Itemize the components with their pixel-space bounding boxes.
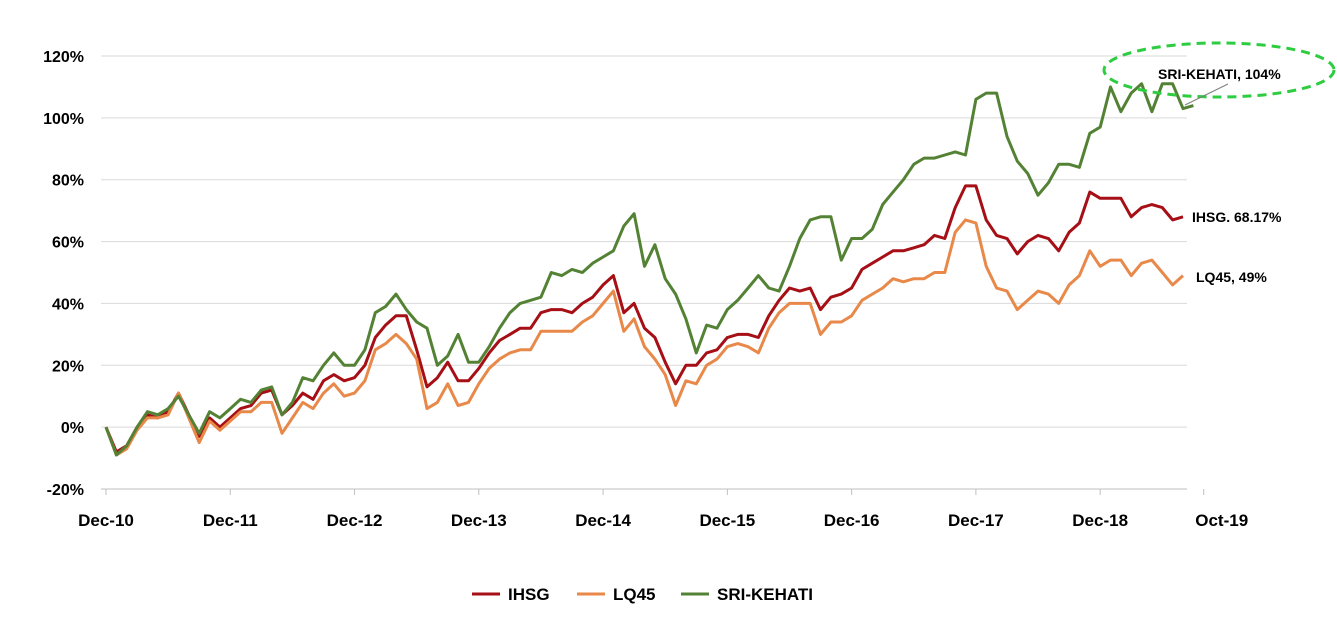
y-tick-label: 20% (52, 358, 84, 375)
y-axis-tick-labels: -20% 0% 20% 40% 60% 80% 100% 120% (43, 49, 84, 499)
legend-label-lq45: LQ45 (613, 585, 656, 604)
series-line-sri-kehati (104, 82, 1194, 457)
x-tick-label: Dec-18 (1072, 511, 1128, 530)
x-axis-tick-labels: Dec-10 Dec-11 Dec-12 Dec-13 Dec-14 Dec-15 Dec-… (78, 489, 1248, 530)
x-tick-label: Dec-14 (575, 511, 631, 530)
series-line-lq45 (104, 218, 1184, 457)
y-tick-label: 80% (52, 173, 84, 190)
sri-kehati-highlight-ellipse (1102, 41, 1336, 99)
series-line-ihsg (104, 184, 1184, 454)
x-tick-label: Dec-16 (824, 511, 880, 530)
gridlines (101, 55, 1187, 428)
x-tick-label: Oct-19 (1195, 511, 1248, 530)
x-tick-label: Dec-17 (948, 511, 1004, 530)
y-tick-label: -20% (47, 482, 84, 499)
x-tick-label: Dec-10 (78, 511, 134, 530)
sri-kehati-leader-line (1184, 83, 1229, 106)
x-tick-label: Dec-15 (699, 511, 755, 530)
series-lines (104, 82, 1194, 457)
y-tick-label: 0% (61, 420, 84, 437)
annotation-lq45: LQ45, 49% (1196, 269, 1267, 285)
legend-label-ihsg: IHSG (508, 585, 550, 604)
y-tick-label: 60% (52, 235, 84, 252)
x-tick-label: Dec-11 (203, 511, 258, 530)
y-tick-label: 100% (43, 111, 84, 128)
x-tick-label: Dec-12 (327, 511, 383, 530)
y-tick-label: 40% (52, 296, 84, 313)
annotation-ihsg: IHSG. 68.17% (1192, 209, 1282, 225)
y-tick-label: 120% (43, 49, 84, 66)
legend-label-sri-kehati: SRI-KEHATI (717, 585, 813, 604)
annotation-sri-kehati: SRI-KEHATI, 104% (1158, 66, 1281, 82)
x-tick-label: Dec-13 (451, 511, 507, 530)
legend: IHSG LQ45 SRI-KEHATI (472, 585, 813, 604)
